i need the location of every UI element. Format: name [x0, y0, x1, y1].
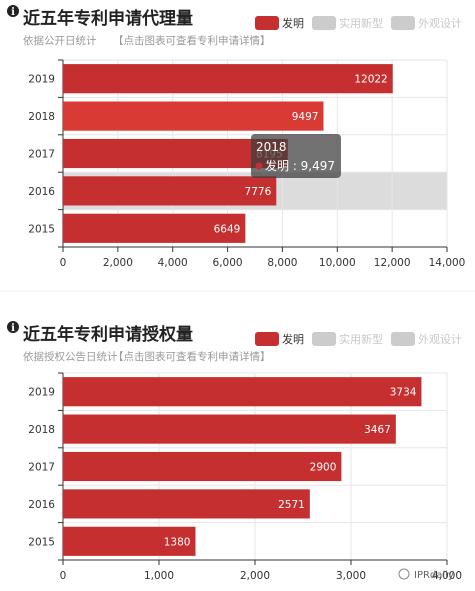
x-tick-label: 0 — [60, 257, 67, 269]
info-icon[interactable]: i — [7, 321, 19, 334]
tooltip: 2018 发明 : 9,497 — [251, 134, 341, 178]
y-category-label: 2015 — [28, 223, 55, 235]
x-tick-label: 4,000 — [432, 570, 462, 582]
legend-swatch — [312, 16, 336, 30]
legend-swatch — [391, 332, 415, 346]
bar-2017[interactable] — [63, 451, 342, 482]
x-tick-label: 6,000 — [213, 257, 243, 269]
x-tick-label: 2,000 — [103, 257, 133, 269]
x-tick-label: 1,000 — [144, 570, 174, 582]
x-tick-label: 3,000 — [336, 570, 366, 582]
y-category-label: 2018 — [28, 111, 55, 123]
legend-label: 发明 — [282, 16, 304, 30]
bar-value-label: 2571 — [278, 499, 305, 511]
y-category-label: 2018 — [28, 424, 55, 436]
bar-2019[interactable] — [63, 64, 393, 94]
legend-label: 外观设计 — [418, 333, 462, 346]
y-category-label: 2017 — [28, 149, 55, 161]
info-icon-glyph: i — [11, 7, 15, 18]
legend-label: 实用新型 — [339, 332, 383, 346]
bar-value-label: 3467 — [364, 424, 391, 436]
chart-subtitle: 依据授权公告日统计 — [23, 350, 118, 363]
x-tick-label: 14,000 — [429, 257, 466, 269]
legend-item[interactable]: 发明 — [255, 332, 304, 346]
legend-item[interactable]: 实用新型 — [312, 332, 383, 346]
x-tick-label: 12,000 — [374, 257, 411, 269]
bar-value-label: 12022 — [354, 74, 387, 86]
x-tick-label: 4,000 — [158, 257, 188, 269]
legend-swatch — [255, 16, 279, 30]
legend-swatch — [312, 332, 336, 346]
legend-item[interactable]: 实用新型 — [312, 16, 383, 30]
legend-item[interactable]: 外观设计 — [391, 332, 462, 346]
bar-value-label: 2900 — [310, 462, 337, 474]
bar-value-label: 1380 — [164, 536, 191, 548]
chart-detail-link[interactable]: 【点击图表可查看专利申请详情】 — [113, 34, 271, 47]
watermark-logo-icon — [398, 568, 410, 580]
legend-label: 外观设计 — [418, 17, 462, 30]
info-icon[interactable]: i — [7, 5, 19, 18]
bar-2016[interactable] — [63, 489, 310, 519]
legend-item[interactable]: 外观设计 — [391, 16, 462, 30]
bar-value-label: 9497 — [292, 111, 319, 123]
bar-value-label: 7776 — [245, 186, 272, 198]
y-category-label: 2016 — [28, 499, 55, 511]
legend-label: 实用新型 — [339, 16, 383, 30]
bar-2018[interactable] — [63, 101, 324, 131]
y-category-label: 2017 — [28, 462, 55, 474]
bar-2016[interactable] — [63, 176, 277, 206]
legend-item[interactable]: 发明 — [255, 16, 304, 30]
x-tick-label: 10,000 — [319, 257, 356, 269]
tooltip-title: 2018 — [256, 140, 287, 154]
bar-2019[interactable] — [63, 377, 422, 407]
bar-value-label: 6649 — [214, 223, 241, 235]
legend-swatch — [255, 332, 279, 346]
chart-title: 近五年专利申请授权量 — [23, 324, 193, 345]
watermark-text: IPRdaily — [414, 570, 454, 581]
bar-2015[interactable] — [63, 213, 246, 243]
x-tick-label: 2,000 — [240, 570, 270, 582]
bar-2015[interactable] — [63, 526, 196, 556]
x-tick-label: 8,000 — [267, 257, 297, 269]
y-category-label: 2015 — [28, 536, 55, 548]
tooltip-series-dot — [255, 162, 263, 170]
info-icon-circle — [7, 321, 19, 333]
watermark: IPRdaily — [398, 568, 454, 581]
info-icon-circle — [7, 5, 19, 17]
y-category-label: 2019 — [28, 74, 55, 86]
tooltip-value: 发明 : 9,497 — [265, 158, 335, 173]
y-category-label: 2016 — [28, 186, 55, 198]
tooltip-box — [251, 134, 341, 178]
bar-value-label: 3734 — [390, 387, 417, 399]
legend-swatch — [391, 16, 415, 30]
x-tick-label: 0 — [60, 570, 67, 582]
legend-label: 发明 — [282, 332, 304, 346]
bar-2017[interactable] — [63, 138, 288, 169]
chart-detail-link[interactable]: 【点击图表可查看专利申请详情】 — [113, 350, 271, 363]
y-category-label: 2019 — [28, 387, 55, 399]
chart-title: 近五年专利申请代理量 — [23, 8, 193, 29]
bar-2018[interactable] — [63, 414, 396, 444]
info-icon-glyph: i — [11, 323, 15, 334]
chart-subtitle: 依据公开日统计 — [23, 34, 97, 47]
